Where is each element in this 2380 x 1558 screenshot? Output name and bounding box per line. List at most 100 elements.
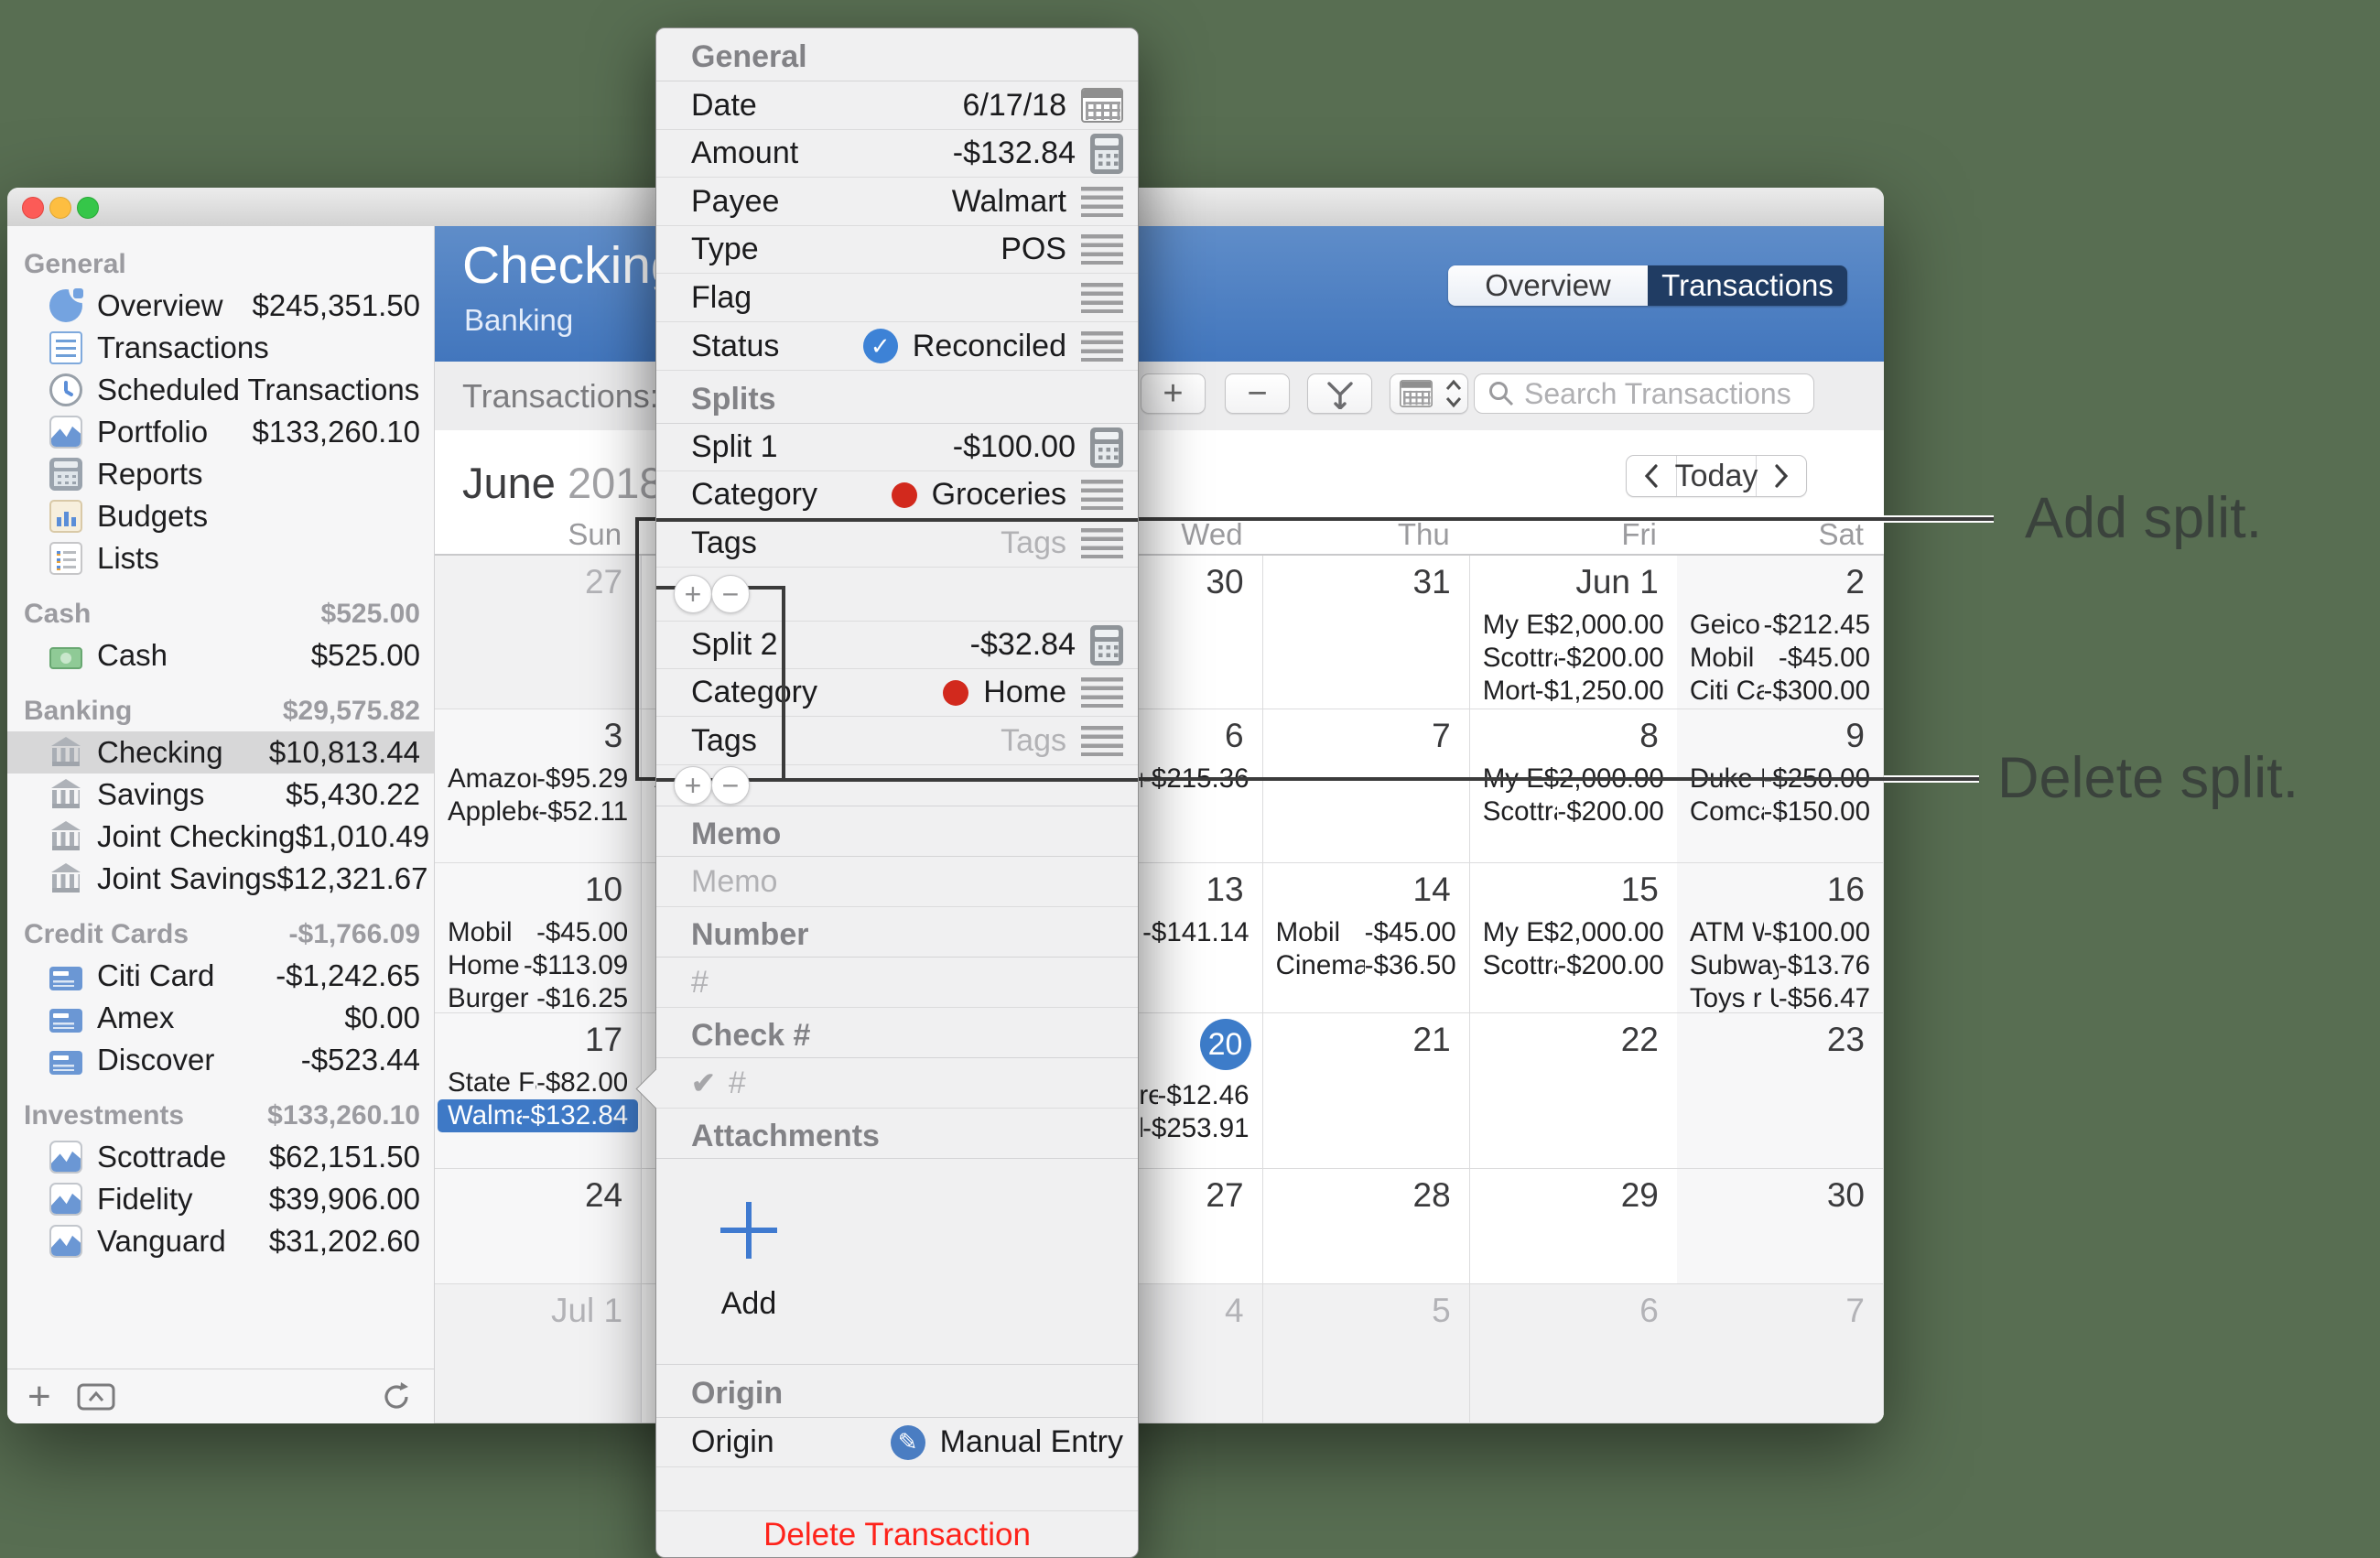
drag-handle-icon[interactable] bbox=[1081, 282, 1123, 313]
sidebar-account-item[interactable]: Vanguard $31,202.60 bbox=[7, 1220, 434, 1262]
calendar-day-cell[interactable]: 16 ATM Wit... -$100.00 Subway -$13.76 bbox=[1676, 863, 1884, 1013]
refresh-icon[interactable] bbox=[379, 1379, 414, 1414]
calendar-day-cell[interactable]: 2 Geico -$212.45 Mobil -$45.00 bbox=[1676, 556, 1884, 709]
sidebar-account-item[interactable]: Overview $245,351.50 bbox=[7, 285, 434, 327]
calendar-icon[interactable] bbox=[1081, 88, 1123, 123]
add-split-button[interactable]: + bbox=[674, 575, 712, 613]
close-button[interactable] bbox=[22, 197, 44, 219]
sidebar-account-item[interactable]: Portfolio $133,260.10 bbox=[7, 411, 434, 453]
calendar-day-cell[interactable]: 28 bbox=[1262, 1169, 1470, 1284]
calculator-icon[interactable] bbox=[1090, 427, 1123, 468]
number-input[interactable]: # bbox=[656, 958, 1138, 1008]
calendar-day-cell[interactable]: Jun 1 My Emp... $2,000.00 Scottrade -$20… bbox=[1469, 556, 1677, 709]
add-split-button[interactable]: + bbox=[674, 766, 712, 805]
field-split2-category[interactable]: Category Home bbox=[656, 669, 1138, 717]
transaction-entry[interactable]: Geico -$212.45 bbox=[1677, 609, 1883, 642]
field-split1-category[interactable]: Category Groceries bbox=[656, 471, 1138, 519]
sidebar-account-item[interactable]: Transactions bbox=[7, 327, 434, 369]
drag-handle-icon[interactable] bbox=[1081, 725, 1123, 756]
field-payee[interactable]: Payee Walmart bbox=[656, 178, 1138, 226]
drag-handle-icon[interactable] bbox=[1081, 480, 1123, 510]
field-date[interactable]: Date 6/17/18 bbox=[656, 81, 1138, 130]
calendar-day-cell[interactable]: 7 bbox=[1676, 1284, 1884, 1423]
calendar-day-cell[interactable]: 15 My Emp... $2,000.00 Scottrade -$200.0… bbox=[1469, 863, 1677, 1013]
today-button[interactable]: Today bbox=[1675, 456, 1758, 496]
calendar-day-cell[interactable]: 27 bbox=[435, 556, 643, 709]
calendar-day-cell[interactable]: 3 Amazon -$95.29 Applebees -$52.11 bbox=[435, 709, 643, 863]
field-amount[interactable]: Amount -$132.84 bbox=[656, 130, 1138, 178]
sidebar-account-item[interactable]: Budgets bbox=[7, 495, 434, 537]
sidebar-account-item[interactable]: Reports bbox=[7, 453, 434, 495]
transaction-entry[interactable]: Subway -$13.76 bbox=[1677, 949, 1883, 982]
next-month-button[interactable] bbox=[1757, 456, 1806, 496]
transaction-entry[interactable]: Walmart -$132.84 bbox=[438, 1099, 639, 1132]
transaction-entry[interactable]: Applebees -$52.11 bbox=[435, 795, 641, 828]
delete-transaction-button[interactable]: Delete Transaction bbox=[763, 1517, 1031, 1553]
transaction-entry[interactable]: Amazon -$95.29 bbox=[435, 763, 641, 795]
calendar-day-cell[interactable]: 22 bbox=[1469, 1013, 1677, 1169]
field-status[interactable]: Status ✓ Reconciled bbox=[656, 322, 1138, 371]
previous-month-button[interactable] bbox=[1627, 456, 1676, 496]
calendar-day-cell[interactable]: Jul 1 bbox=[435, 1284, 643, 1423]
check-number-input[interactable]: ✔ # bbox=[656, 1058, 1138, 1109]
transaction-entry[interactable]: State Farm -$82.00 bbox=[435, 1066, 641, 1099]
transaction-entry[interactable]: Burger King -$16.25 bbox=[435, 982, 641, 1012]
sidebar-account-item[interactable]: Citi Card -$1,242.65 bbox=[7, 955, 434, 997]
field-flag[interactable]: Flag bbox=[656, 274, 1138, 322]
delete-split-button[interactable]: − bbox=[711, 575, 750, 613]
transaction-entry[interactable]: Mortga... -$1,250.00 bbox=[1470, 675, 1677, 708]
calculator-icon[interactable] bbox=[1090, 133, 1123, 174]
calendar-day-cell[interactable]: 8 My Emp... $2,000.00 Scottrade -$200.00 bbox=[1469, 709, 1677, 863]
search-field[interactable]: Search Transactions bbox=[1474, 373, 1814, 414]
transaction-entry[interactable]: Scottrade -$200.00 bbox=[1470, 795, 1677, 828]
calendar-day-cell[interactable]: 21 bbox=[1262, 1013, 1470, 1169]
calendar-day-cell[interactable]: 17 State Farm -$82.00 Walmart -$132.84 bbox=[435, 1013, 643, 1169]
sidebar-account-item[interactable]: Savings $5,430.22 bbox=[7, 774, 434, 816]
sidebar-account-item[interactable]: Fidelity $39,906.00 bbox=[7, 1178, 434, 1220]
drag-handle-icon[interactable] bbox=[1081, 234, 1123, 265]
transaction-entry[interactable]: ks -$253.91 bbox=[1055, 1112, 1261, 1145]
field-split2-tags[interactable]: Tags Tags bbox=[656, 717, 1138, 765]
calendar-day-cell[interactable]: 14 Mobil -$45.00 Cinema 10 -$36.50 bbox=[1262, 863, 1470, 1013]
field-split-2[interactable]: Split 2 -$32.84 bbox=[656, 622, 1138, 669]
transaction-entry[interactable]: Scottrade -$200.00 bbox=[1470, 642, 1677, 675]
transaction-entry[interactable]: Mobil -$45.00 bbox=[1263, 916, 1469, 949]
transaction-entry[interactable]: Citi Card -$300.00 bbox=[1677, 675, 1883, 708]
calendar-day-cell[interactable]: 10 Mobil -$45.00 Home D... -$113.09 bbox=[435, 863, 643, 1013]
add-attachment-button[interactable]: Add bbox=[720, 1201, 777, 1322]
transaction-entry[interactable]: Toys r Us -$56.47 bbox=[1677, 982, 1883, 1012]
sidebar-account-item[interactable]: Checking $10,813.44 bbox=[7, 731, 434, 774]
add-transaction-button[interactable]: + bbox=[1141, 373, 1206, 414]
calendar-day-cell[interactable]: 7 bbox=[1262, 709, 1470, 863]
transaction-entry[interactable]: -$141.14 bbox=[1055, 916, 1261, 949]
sidebar-account-item[interactable]: Joint Checking $1,010.49 bbox=[7, 816, 434, 858]
sidebar-account-item[interactable]: Discover -$523.44 bbox=[7, 1039, 434, 1081]
field-type[interactable]: Type POS bbox=[656, 226, 1138, 274]
tab-transactions[interactable]: Transactions bbox=[1648, 265, 1847, 306]
transaction-entry[interactable]: My Emp... $2,000.00 bbox=[1470, 916, 1677, 949]
calendar-day-cell[interactable]: 31 bbox=[1262, 556, 1470, 709]
transaction-entry[interactable]: Mobil -$45.00 bbox=[435, 916, 641, 949]
field-split1-tags[interactable]: Tags Tags bbox=[656, 519, 1138, 568]
drag-handle-icon[interactable] bbox=[1081, 677, 1123, 708]
transaction-entry[interactable]: Home D... -$113.09 bbox=[435, 949, 641, 982]
drag-handle-icon[interactable] bbox=[1081, 527, 1123, 558]
collapse-panel-button[interactable] bbox=[77, 1381, 115, 1412]
zoom-button[interactable] bbox=[77, 197, 99, 219]
drag-handle-icon[interactable] bbox=[1081, 330, 1123, 362]
tab-overview[interactable]: Overview bbox=[1448, 265, 1648, 306]
transaction-entry[interactable]: Scottrade -$200.00 bbox=[1470, 949, 1677, 982]
sidebar-account-item[interactable]: Scottrade $62,151.50 bbox=[7, 1136, 434, 1178]
transaction-entry[interactable]: ATM Wit... -$100.00 bbox=[1677, 916, 1883, 949]
sidebar-account-item[interactable]: Cash $525.00 bbox=[7, 634, 434, 676]
sidebar-account-item[interactable]: Scheduled Transactions bbox=[7, 369, 434, 411]
transaction-entry[interactable]: Comcast -$150.00 bbox=[1677, 795, 1883, 828]
drag-handle-icon[interactable] bbox=[1081, 186, 1123, 217]
memo-input[interactable]: Memo bbox=[656, 857, 1138, 907]
calendar-day-cell[interactable]: 29 bbox=[1469, 1169, 1677, 1284]
transaction-entry[interactable]: Mobil -$45.00 bbox=[1677, 642, 1883, 675]
field-split-1[interactable]: Split 1 -$100.00 bbox=[656, 424, 1138, 471]
add-account-button[interactable]: + bbox=[27, 1373, 51, 1419]
calendar-day-cell[interactable]: 30 bbox=[1676, 1169, 1884, 1284]
sidebar-account-item[interactable]: Joint Savings $12,321.67 bbox=[7, 858, 434, 900]
